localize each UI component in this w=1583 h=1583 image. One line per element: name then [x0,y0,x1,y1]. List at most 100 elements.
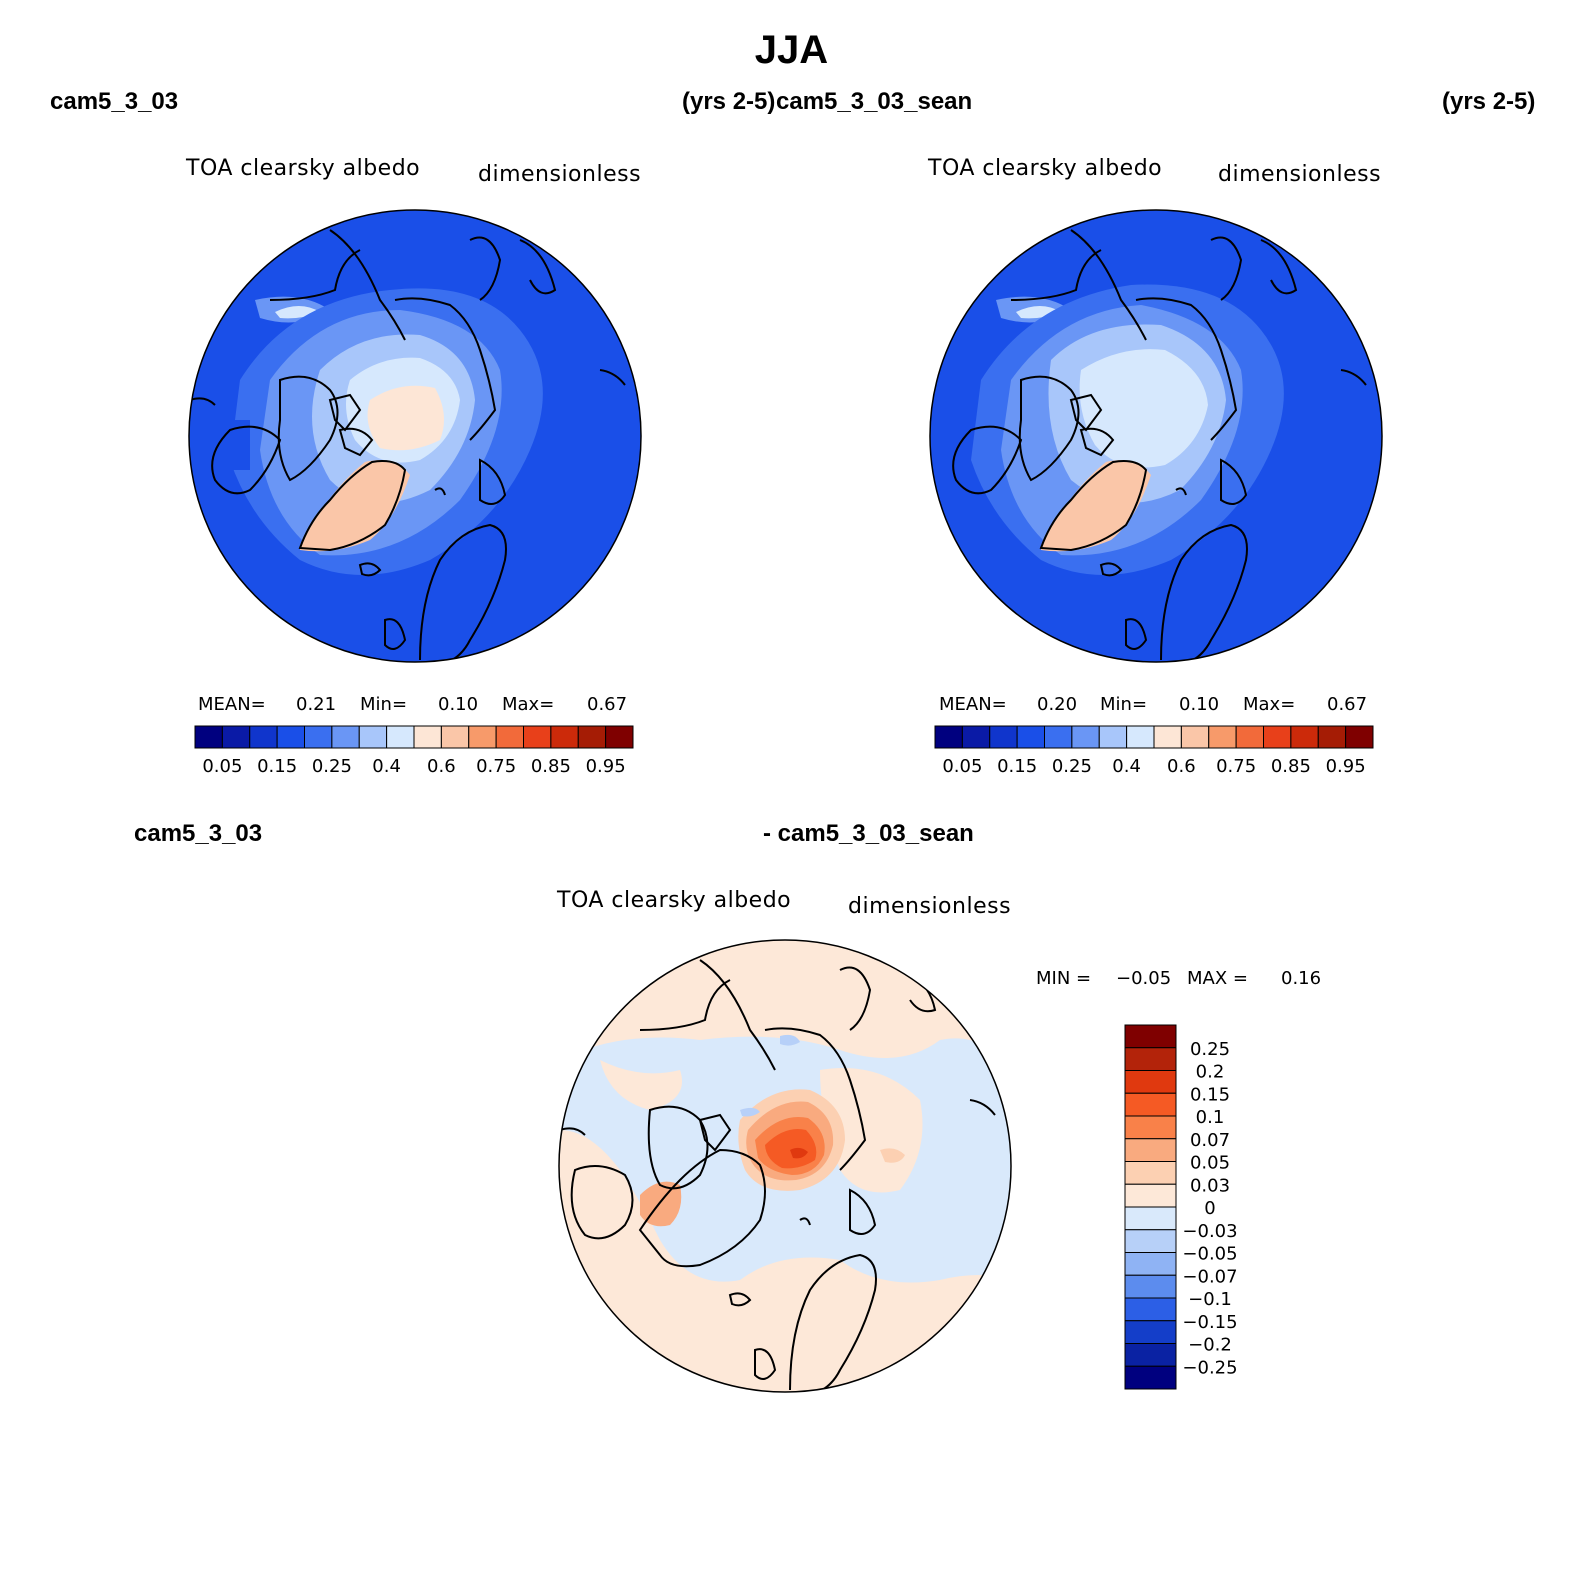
colorbar-swatch [1124,1070,1177,1094]
colorbar-panel1: 0.05 0.15 0.25 0.4 0.6 0.75 0.85 0.95 [194,725,634,777]
colorbar-tick-label: 0.75 [1216,756,1256,777]
colorbar-swatch [1124,1206,1177,1231]
panel2-mean-label: MEAN= [939,694,1007,715]
colorbar-swatch [989,725,1018,749]
colorbar-swatch [276,725,305,749]
panel2-min-value: 0.10 [1179,694,1220,715]
panel1-max-value: 0.67 [587,694,628,715]
colorbar-tick-label: −0.2 [1188,1335,1232,1356]
colorbar-tick-label: 0.85 [1271,756,1311,777]
colorbar-swatch [386,725,415,749]
colorbar-difference: 0.250.20.150.10.070.050.030−0.03−0.05−0.… [1124,1024,1238,1390]
polar-map-panel2-border [929,209,1383,663]
diff-min-label: MIN = [1036,968,1092,989]
colorbar-tick-label: −0.1 [1188,1289,1232,1310]
polar-map-difference [559,940,1011,1392]
colorbar-tick-label: 0.6 [427,756,456,777]
colorbar-swatch [1124,1274,1177,1299]
colorbar-tick-label: 0.95 [1326,756,1366,777]
colorbar-tick-label: 0.15 [257,756,297,777]
colorbar-swatch [1180,725,1210,749]
panel2-max-label: Max= [1243,694,1296,715]
colorbar-swatch [1235,725,1264,749]
colorbar-swatch [194,725,223,749]
polar-map-difference-border [558,939,1012,1393]
colorbar-swatch [550,725,579,749]
panel2-max-value: 0.67 [1327,694,1368,715]
colorbar-swatch [1124,1365,1177,1390]
colorbar-tick-label: 0.25 [1052,756,1092,777]
colorbar-tick-label: 0.85 [531,756,571,777]
panel2-case-label: cam5_3_03_sean [776,88,973,115]
colorbar-tick-label: −0.25 [1182,1357,1237,1378]
colorbar-tick-label: −0.03 [1182,1221,1237,1242]
colorbar-swatch [1071,725,1100,749]
diff-case-b-label: - cam5_3_03_sean [763,820,974,847]
colorbar-tick-label: 0.2 [1196,1062,1225,1083]
panel1-min-value: 0.10 [438,694,479,715]
diff-variable-label: TOA clearsky albedo [557,888,792,913]
colorbar-tick-label: 0.07 [1190,1130,1230,1151]
colorbar-tick-label: 0.25 [1190,1039,1230,1060]
colorbar-swatch [1124,1115,1177,1140]
colorbar-swatch [1153,725,1182,749]
colorbar-swatch [358,725,388,749]
colorbar-swatch [249,725,278,749]
diff-units-label: dimensionless [848,894,1012,919]
colorbar-swatch [961,725,991,749]
colorbar-tick-label: 0.05 [942,756,982,777]
colorbar-swatch [1098,725,1128,749]
panel1-max-label: Max= [502,694,555,715]
colorbar-tick-label: 0.15 [997,756,1037,777]
polar-map-panel1-border [188,209,642,663]
colorbar-tick-label: 0.95 [586,756,626,777]
colorbar-swatch [1124,1161,1177,1185]
panel1-mean-value: 0.21 [296,694,337,715]
panel1-units-label: dimensionless [478,162,642,187]
colorbar-swatch [1124,1343,1177,1367]
panel2-units-label: dimensionless [1218,162,1382,187]
colorbar-swatch [304,725,333,749]
colorbar-tick-label: 0.05 [202,756,242,777]
colorbar-swatch [523,725,552,749]
colorbar-swatch [1124,1183,1177,1208]
panel1-min-label: Min= [360,694,408,715]
colorbar-swatch [1016,725,1045,749]
colorbar-swatch [413,725,442,749]
colorbar-tick-label: −0.07 [1182,1266,1237,1287]
colorbar-swatch [468,725,497,749]
colorbar-tick-label: 0.4 [1112,756,1141,777]
colorbar-tick-label: 0.6 [1167,756,1196,777]
panel2-variable-label: TOA clearsky albedo [928,156,1163,181]
colorbar-swatch [605,725,634,749]
colorbar-swatch [934,725,963,749]
colorbar-tick-label: 0.05 [1190,1153,1230,1174]
colorbar-tick-label: 0.1 [1196,1107,1225,1128]
panel1-mean-label: MEAN= [198,694,266,715]
colorbar-swatch [1124,1297,1177,1322]
colorbar-swatch [1345,725,1374,749]
colorbar-swatch [1290,725,1319,749]
figure-title: JJA [754,28,829,72]
colorbar-swatch [495,725,524,749]
colorbar-swatch [1124,1138,1177,1162]
panel1-case-label: cam5_3_03 [50,88,179,115]
diff-case-a-label: cam5_3_03 [134,820,263,847]
colorbar-swatch [1317,725,1347,749]
colorbar-tick-label: 0 [1204,1198,1215,1219]
colorbar-tick-label: 0.03 [1190,1175,1230,1196]
colorbar-swatch [1263,725,1292,749]
colorbar-tick-label: 0.15 [1190,1084,1230,1105]
diff-min-value: −0.05 [1116,968,1172,989]
colorbar-swatch [1124,1024,1177,1049]
colorbar-swatch [1126,725,1155,749]
colorbar-swatch [577,725,607,749]
colorbar-swatch [221,725,251,749]
panel2-mean-value: 0.20 [1037,694,1078,715]
colorbar-swatch [1124,1047,1177,1071]
colorbar-swatch [1124,1252,1177,1276]
diff-max-label: MAX = [1187,968,1248,989]
colorbar-panel2: 0.05 0.15 0.25 0.4 0.6 0.75 0.85 0.95 [934,725,1374,777]
colorbar-tick-label: −0.15 [1182,1312,1237,1333]
